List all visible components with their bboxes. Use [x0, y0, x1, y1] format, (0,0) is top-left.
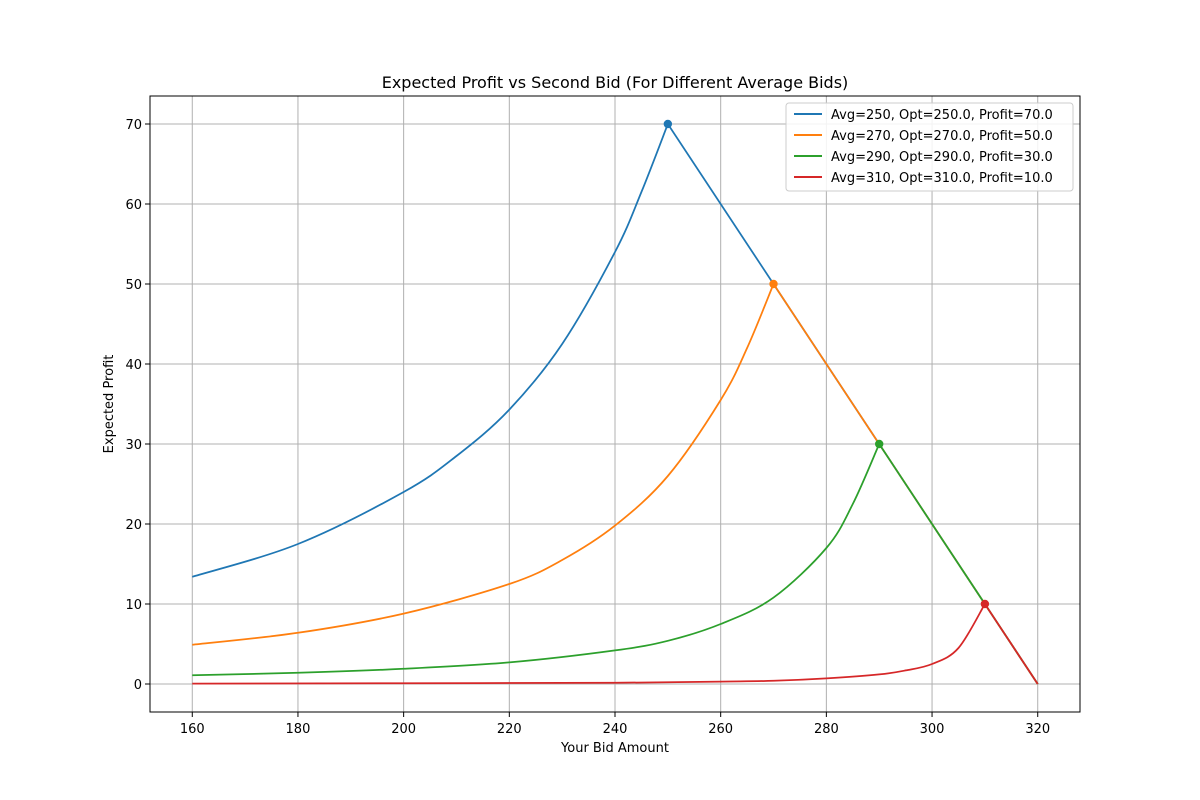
series-line-avg-270 [192, 283, 1039, 685]
optimum-marker-avg-270 [769, 279, 778, 289]
legend-box [785, 102, 1074, 192]
y-tick-label: 70 [125, 118, 142, 133]
legend-label-avg-310: Avg=310, Opt=310.0, Profit=10.0 [831, 171, 1053, 186]
x-axis-label: Your Bid Amount [560, 741, 669, 756]
y-tick-label: 60 [125, 198, 142, 213]
y-tick-label: 40 [125, 358, 142, 373]
x-tick-label: 280 [814, 722, 839, 737]
optimum-marker-avg-250 [663, 119, 673, 129]
grid-lines [150, 96, 1080, 712]
legend-label-avg-290: Avg=290, Opt=290.0, Profit=30.0 [831, 150, 1053, 165]
y-axis-ticks: 0 10 20 30 40 50 60 70 [125, 118, 150, 693]
x-tick-label: 300 [920, 722, 945, 737]
x-tick-label: 320 [1025, 722, 1050, 737]
series-line-avg-290 [192, 443, 1039, 685]
legend-label-avg-250: Avg=250, Opt=250.0, Profit=70.0 [831, 108, 1053, 123]
optimum-marker-avg-290 [875, 439, 884, 449]
legend: Avg=250, Opt=250.0, Profit=70.0 Avg=270, … [785, 102, 1074, 192]
series-line-avg-310 [192, 603, 1039, 685]
x-tick-label: 160 [180, 722, 205, 737]
x-tick-label: 180 [286, 722, 311, 737]
x-tick-label: 220 [497, 722, 522, 737]
y-tick-label: 50 [125, 278, 142, 293]
legend-label-avg-270: Avg=270, Opt=270.0, Profit=50.0 [831, 129, 1053, 144]
y-axis-label: Expected Profit [102, 355, 117, 454]
series-lines [192, 123, 1039, 685]
series-line-avg-250 [192, 123, 1039, 685]
y-tick-label: 20 [125, 518, 142, 533]
x-tick-label: 260 [708, 722, 733, 737]
y-tick-label: 10 [125, 598, 142, 613]
x-axis-ticks: 160 180 200 220 240 260 280 300 320 [180, 712, 1050, 737]
optimum-marker-avg-310 [980, 599, 990, 609]
optimum-markers [663, 119, 990, 609]
chart-title: Expected Profit vs Second Bid (For Diffe… [382, 73, 849, 92]
x-tick-label: 200 [391, 722, 416, 737]
x-tick-label: 240 [603, 722, 628, 737]
y-tick-label: 30 [125, 438, 142, 453]
y-tick-label: 0 [134, 678, 142, 693]
